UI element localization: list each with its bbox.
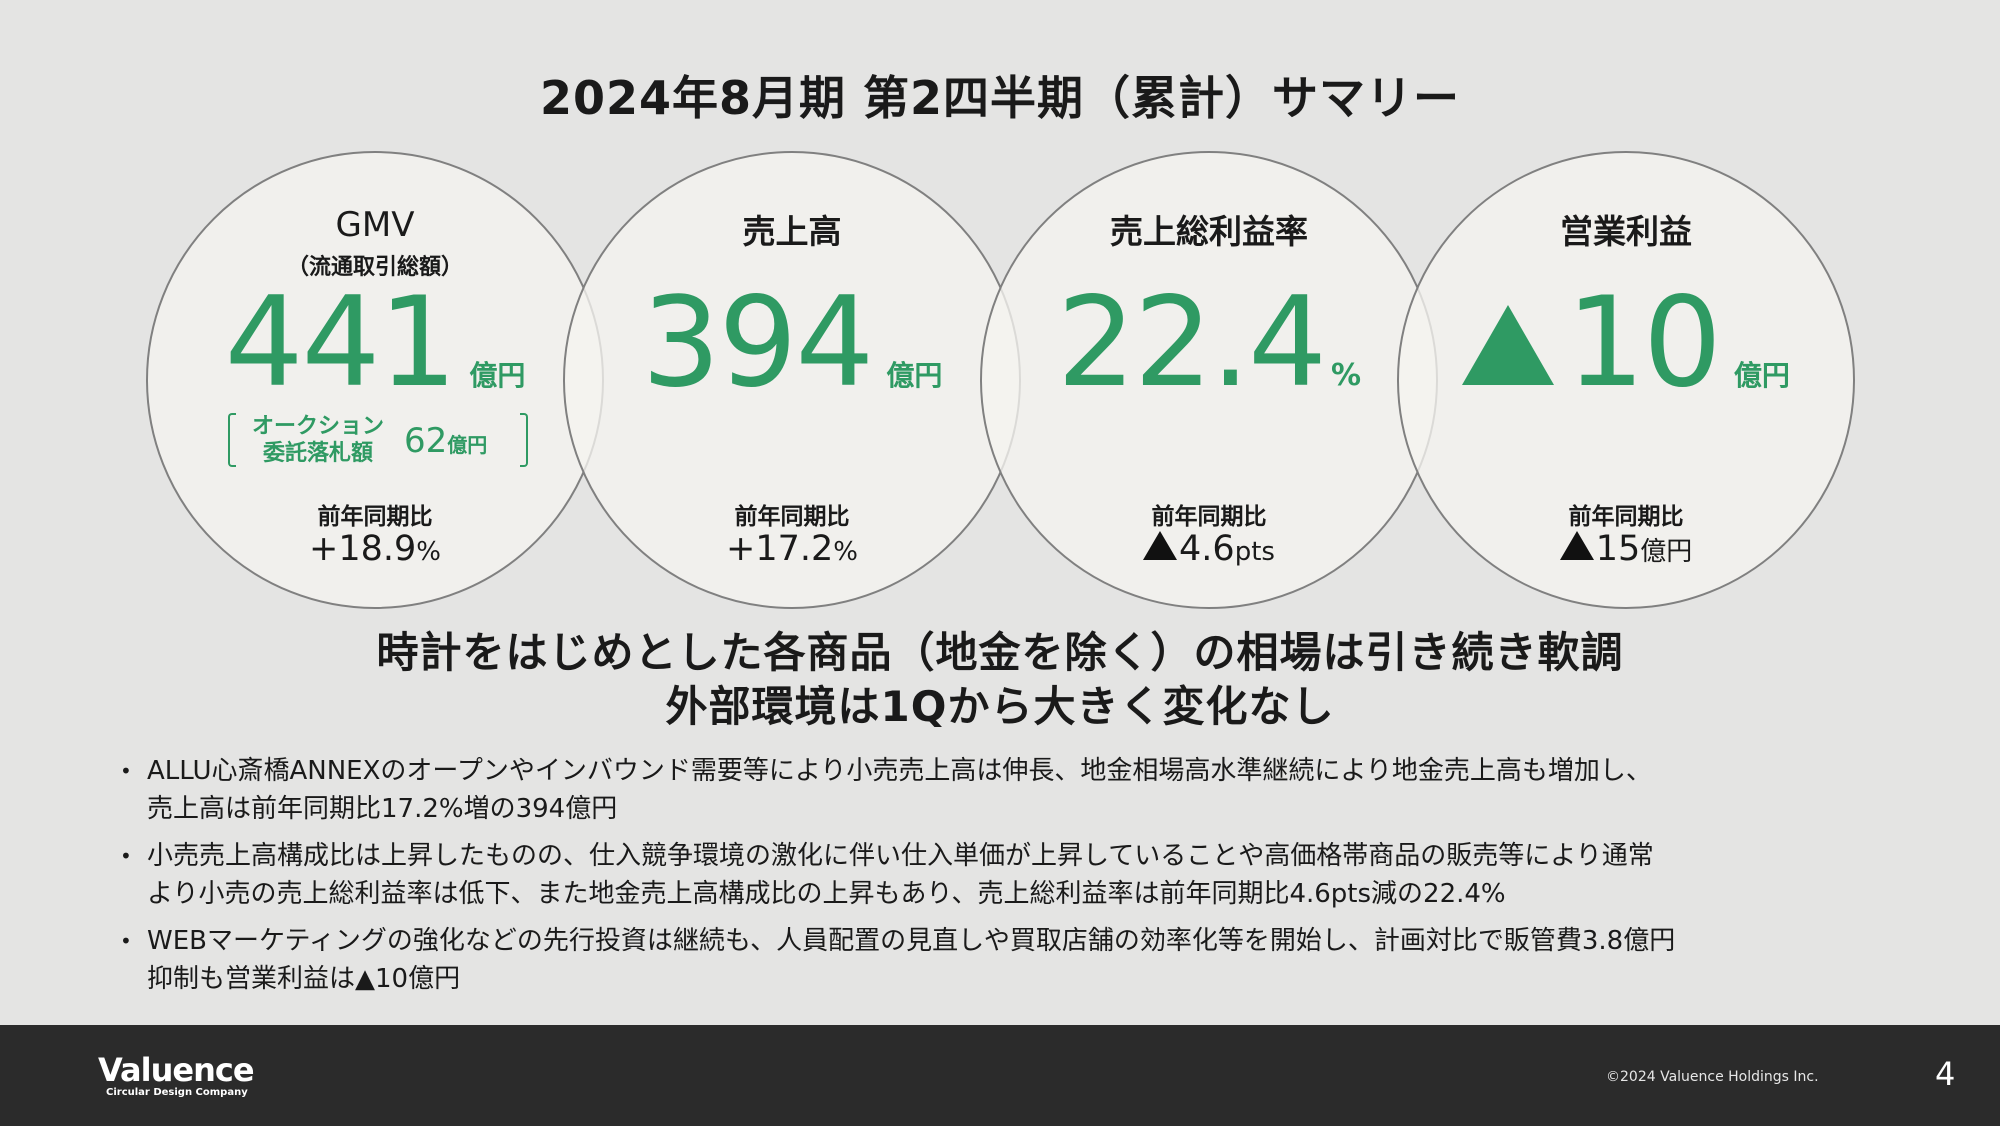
headline-line2: 外部環境は1Qから大きく変化なし (665, 682, 1335, 731)
page-number: 4 (1935, 1055, 1956, 1093)
kpi-sales-compare-label: 前年同期比 (734, 504, 850, 530)
bullet-item: ALLU心斎橋ANNEXのオープンやインバウンド需要等により小売売上高は伸長、地… (120, 752, 1920, 828)
kpi-gmv-circle: GMV （流通取引総額） 441 億円 オークション 委託落札額 62億円 前年同… (146, 151, 604, 609)
down-triangle-icon (1559, 531, 1594, 560)
auction-unit: 億円 (447, 433, 488, 457)
bullet-line: 売上高は前年同期比17.2%増の394億円 (147, 794, 618, 824)
kpi-circles: GMV （流通取引総額） 441 億円 オークション 委託落札額 62億円 前年同… (146, 151, 1855, 609)
auction-number: 62 (404, 421, 448, 461)
kpi-gross-margin-unit: % (1331, 358, 1362, 393)
kpi-gmv-delta-value: +18.9 (309, 529, 417, 569)
kpi-gross-margin-value: 22.4% (982, 271, 1436, 415)
auction-label-line1: オークション (251, 414, 384, 439)
kpi-sales-label: 売上高 (742, 212, 842, 251)
kpi-operating-profit-delta-unit: 億円 (1640, 537, 1693, 567)
kpi-sales-value: 394 億円 (565, 271, 1019, 415)
down-triangle-icon (1143, 531, 1178, 560)
bullet-list: ALLU心斎橋ANNEXのオープンやインバウンド需要等により小売売上高は伸長、地… (120, 752, 1920, 1007)
bullet-line: WEBマーケティングの強化などの先行投資は継続も、人員配置の見直しや買取店舗の効… (147, 926, 1676, 956)
kpi-gross-margin-delta-value: 4.6 (1179, 529, 1235, 569)
logo-name: Valuence (98, 1051, 255, 1089)
kpi-gmv-label: GMV (335, 205, 415, 245)
bullet-item: WEBマーケティングの強化などの先行投資は継続も、人員配置の見直しや買取店舗の効… (120, 922, 1920, 998)
bullet-line: ALLU心斎橋ANNEXのオープンやインバウンド需要等により小売売上高は伸長、地… (147, 756, 1652, 786)
logo-tagline: Circular Design Company (106, 1087, 248, 1098)
kpi-sales-delta-unit: % (833, 537, 858, 567)
kpi-gross-margin-delta: 4.6pts (982, 529, 1436, 569)
bullet-line: より小売の売上総利益率は低下、また地金売上高構成比の上昇もあり、売上総利益率は前… (147, 879, 1506, 909)
kpi-gross-margin-number: 22.4 (1056, 271, 1327, 415)
auction-label-line2: 委託落札額 (262, 441, 373, 466)
kpi-gmv-delta: +18.9% (148, 529, 602, 569)
headline-line1: 時計をはじめとした各商品（地金を除く）の相場は引き続き軟調 (376, 628, 1624, 677)
left-bracket (228, 413, 236, 467)
copyright: ©2024 Valuence Holdings Inc. (1606, 1069, 1819, 1085)
kpi-gmv-value: 441 億円 (148, 271, 602, 415)
bullet-line: 小売売上高構成比は上昇したものの、仕入競争環境の激化に伴い仕入単価が上昇している… (147, 841, 1654, 871)
kpi-operating-profit-unit: 億円 (1733, 359, 1790, 392)
kpi-operating-profit-value: 10 億円 (1399, 271, 1853, 415)
kpi-sales-delta: +17.2% (565, 529, 1019, 569)
kpi-operating-profit-label: 営業利益 (1560, 212, 1692, 251)
kpi-operating-profit-compare-label: 前年同期比 (1568, 504, 1684, 530)
auction-note: オークション 委託落札額 62億円 (228, 413, 528, 469)
kpi-operating-profit-circle: 営業利益 10 億円 前年同期比 15億円 (1397, 151, 1855, 609)
auction-label: オークション 委託落札額 (244, 413, 392, 467)
kpi-sales-delta-value: +17.2 (726, 529, 834, 569)
company-logo: Valuence Circular Design Company (98, 1051, 255, 1098)
page-title: 2024年8月期 第2四半期（累計）サマリー (539, 71, 1461, 125)
kpi-operating-profit-delta: 15億円 (1399, 529, 1853, 569)
footer: Valuence Circular Design Company ©2024 V… (0, 1025, 2000, 1126)
kpi-gross-margin-label: 売上総利益率 (1110, 212, 1308, 251)
kpi-gross-margin-delta-unit: pts (1234, 537, 1275, 567)
kpi-gross-margin-circle: 売上総利益率 22.4% 前年同期比 4.6pts (980, 151, 1438, 609)
kpi-sales-circle: 売上高 394 億円 前年同期比 +17.2% (563, 151, 1021, 609)
loss-triangle-icon (1462, 305, 1555, 385)
bullet-line: 抑制も営業利益は▲10億円 (147, 964, 461, 994)
kpi-sales-number: 394 (641, 271, 875, 415)
kpi-gmv-sublabel: （流通取引総額） (286, 255, 463, 280)
kpi-operating-profit-delta-value: 15 (1595, 529, 1641, 569)
right-bracket (520, 413, 528, 467)
headline: 時計をはじめとした各商品（地金を除く）の相場は引き続き軟調 外部環境は1Qから大… (0, 626, 2000, 734)
kpi-gross-margin-compare-label: 前年同期比 (1151, 504, 1267, 530)
kpi-gmv-compare-label: 前年同期比 (317, 504, 433, 530)
kpi-gmv-delta-unit: % (416, 537, 441, 567)
kpi-gmv-unit: 億円 (469, 359, 526, 392)
bullet-item: 小売売上高構成比は上昇したものの、仕入競争環境の激化に伴い仕入単価が上昇している… (120, 837, 1920, 913)
kpi-gmv-number: 441 (224, 271, 458, 415)
kpi-sales-unit: 億円 (886, 359, 943, 392)
kpi-operating-profit-number: 10 (1566, 271, 1722, 415)
auction-value: 62億円 (404, 421, 487, 461)
